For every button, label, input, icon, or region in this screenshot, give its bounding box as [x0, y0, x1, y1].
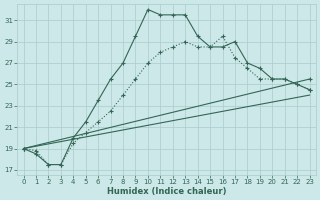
X-axis label: Humidex (Indice chaleur): Humidex (Indice chaleur): [107, 187, 226, 196]
